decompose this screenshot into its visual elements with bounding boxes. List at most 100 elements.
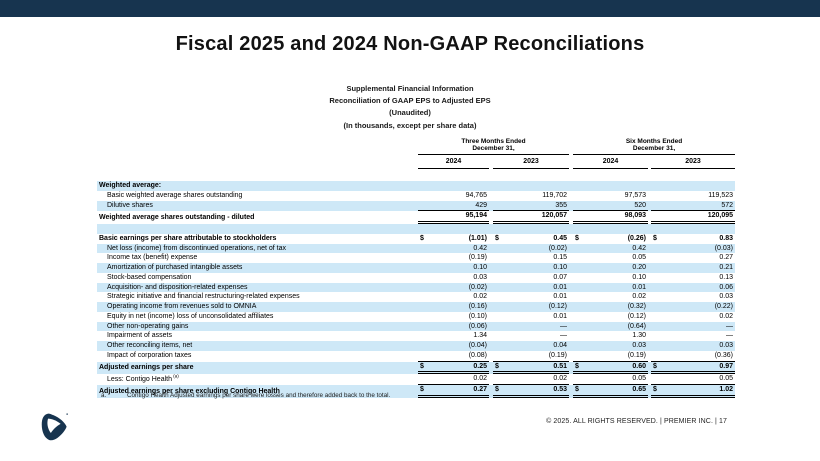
column-gap	[415, 341, 418, 351]
footnote-reference: (a)	[171, 374, 179, 379]
cell-value: 119,523	[708, 191, 734, 199]
money-cell: $1.02	[651, 385, 733, 395]
page-title: Fiscal 2025 and 2024 Non-GAAP Reconcilia…	[175, 33, 645, 55]
subheading-line-4: (In thousands, except per share data)	[343, 120, 477, 130]
column-gap	[415, 200, 418, 212]
column-gap	[569, 282, 574, 293]
column-gap	[489, 282, 493, 293]
row-label: Other reconciling items, net	[97, 341, 415, 351]
cell-value: $ (1.01)	[418, 234, 489, 244]
row-label: Adjusted earnings per share	[97, 361, 415, 375]
dollar-sign: $	[653, 234, 657, 242]
dollar-sign: $	[575, 234, 579, 242]
col-group-line1: Six Months Ended	[625, 138, 683, 145]
header-group-row: Three Months Ended December 31, Six Mont…	[97, 138, 736, 155]
cell-value	[418, 224, 489, 234]
column-gap	[648, 385, 652, 398]
cell-value: 94,765	[465, 191, 487, 199]
cell-value: 0.02	[418, 374, 489, 385]
row-label: Operating income from revenues sold to O…	[97, 302, 415, 312]
cell-value: 0.01	[573, 282, 649, 293]
cell-value: 1.30	[632, 332, 647, 340]
column-gap	[489, 224, 493, 234]
cell-value: (0.10)	[468, 312, 487, 320]
row-label: Strategic initiative and financial restr…	[107, 293, 300, 301]
column-gap	[489, 361, 493, 375]
cell-value: —	[651, 321, 736, 332]
cell-amount: 0.25	[473, 362, 487, 370]
year-header: 2024	[418, 155, 489, 169]
cell-value: (0.19)	[573, 351, 649, 362]
column-gap	[489, 181, 493, 191]
cell-value: 0.13	[719, 273, 734, 281]
column-gap	[569, 224, 574, 234]
cell-value: 0.27	[719, 254, 734, 262]
column-gap	[569, 341, 574, 351]
footer-copyright: © 2025. ALL RIGHTS RESERVED. | PREMIER I…	[546, 418, 727, 425]
cell-value: $0.25	[418, 361, 489, 375]
table-row: Other non-operating gains (0.06) — (0.64) —	[97, 321, 736, 332]
cell-value: (0.04)	[418, 341, 489, 351]
table-row: Operating income from revenues sold to O…	[97, 302, 736, 312]
col-group-three-months: Three Months Ended December 31,	[418, 138, 570, 155]
row-label: Impairment of assets	[107, 332, 172, 340]
row-label: Net loss (income) from discontinued oper…	[97, 243, 415, 254]
cell-amount: 0.53	[553, 386, 568, 393]
cell-value: 0.03	[573, 341, 649, 351]
row-label: Weighted average:	[97, 181, 415, 191]
table-row: Impact of corporation taxes (0.08) (0.19)(…	[97, 351, 736, 362]
cell-value: $ (0.26)	[573, 234, 648, 244]
cell-value: 120,057	[493, 211, 570, 224]
table-subheading: Supplemental Financial Information Recon…	[0, 83, 820, 132]
cell-value: $0.51	[493, 361, 570, 375]
column-gap	[489, 341, 493, 351]
col-group-line2: December 31,	[472, 145, 515, 152]
cell-value: 0.03	[651, 341, 736, 351]
col-group-line2: December 31,	[632, 145, 676, 152]
table-row: Stock-based compensation 0.03 0.07 0.10 0.13	[97, 273, 735, 283]
cell-amount: 0.45	[553, 234, 568, 242]
cell-value: 0.06	[651, 282, 736, 293]
column-gap	[648, 263, 652, 273]
cell-value: $0.27	[418, 385, 489, 398]
cell-value: —	[726, 332, 734, 340]
year-header: 2023	[651, 155, 736, 169]
column-gap	[648, 302, 652, 312]
column-gap	[489, 302, 493, 312]
cell-value: 429	[418, 200, 489, 212]
column-gap	[648, 361, 652, 375]
cell-value: 0.03	[719, 293, 734, 301]
logo-registered-mark: ●	[66, 412, 69, 416]
money-cell: $0.53	[493, 385, 567, 395]
reconciliation-table: Three Months Ended December 31, Six Mont…	[97, 138, 736, 398]
row-label: Less: Contigo Health (a)	[107, 374, 179, 383]
cell-value	[573, 224, 649, 234]
row-label: Stock-based compensation	[107, 273, 192, 281]
money-cell: $0.83	[651, 234, 733, 244]
row-label: Amortization of purchased intangible ass…	[97, 263, 415, 273]
footnote-marker: a.	[101, 392, 107, 399]
column-gap	[489, 243, 493, 254]
column-gap	[415, 385, 418, 398]
cell-value: 0.01	[553, 293, 568, 301]
dollar-sign: $	[575, 362, 579, 370]
table-row: Other reconciling items, net (0.04) 0.04 0.…	[97, 341, 736, 351]
cell-value: 0.05	[573, 374, 649, 385]
row-label: Other non-operating gains	[97, 321, 415, 332]
row-label: Acquisition- and disposition-related exp…	[97, 282, 415, 293]
cell-value	[493, 224, 570, 234]
cell-value: (0.02)	[418, 282, 489, 293]
column-gap	[489, 263, 493, 273]
cell-amount: 0.83	[719, 234, 734, 242]
row-label: Weighted average shares outstanding - di…	[99, 213, 255, 221]
column-gap	[569, 321, 574, 332]
row-label: Basic earnings per share attributable to…	[99, 234, 277, 242]
dollar-sign: $	[420, 362, 424, 370]
cell-amount: (0.26)	[627, 234, 647, 242]
cell-value: 355	[493, 200, 570, 212]
cell-amount: 0.97	[719, 362, 734, 370]
column-gap	[415, 282, 418, 293]
cell-value: 0.04	[493, 341, 570, 351]
cell-value: (0.16)	[418, 302, 489, 312]
column-gap	[648, 321, 652, 332]
